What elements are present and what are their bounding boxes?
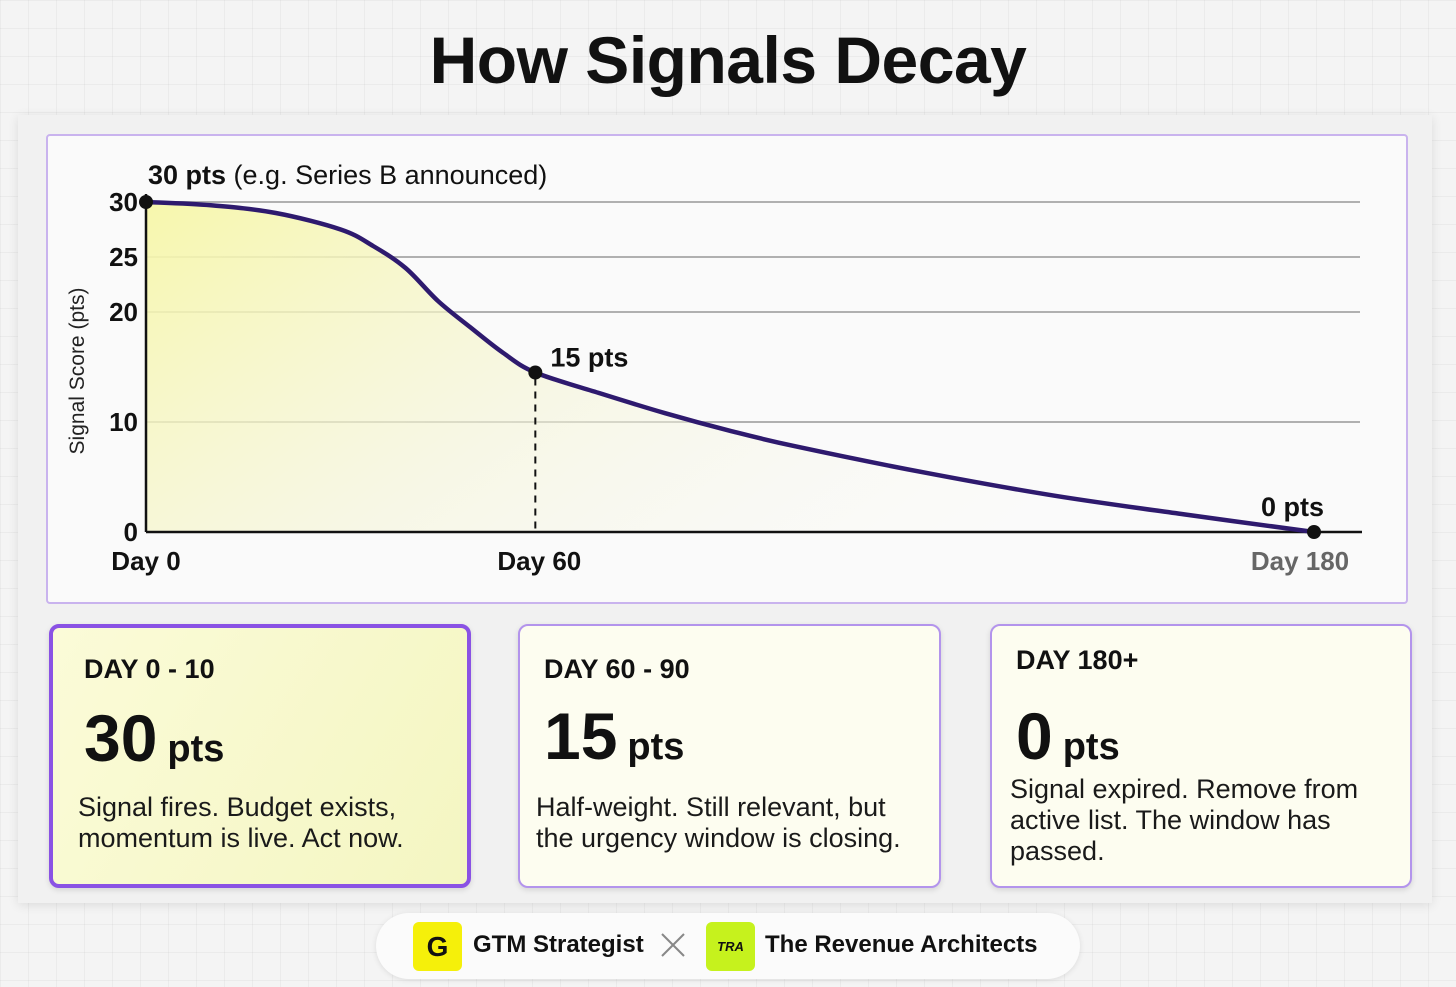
brand-revenue-architects: The Revenue Architects xyxy=(765,931,1038,958)
card-description-line: active list. The window has xyxy=(1010,805,1331,835)
decay-line xyxy=(143,199,1317,535)
brand-gtm-strategist: GTM Strategist xyxy=(473,931,644,958)
card-day-0-10: DAY 0 - 10 30 pts Signal fires. Budget ex… xyxy=(49,624,471,888)
card-score-unit: pts xyxy=(627,726,685,768)
revenue-architects-logo: TRA xyxy=(706,922,755,971)
card-description-line: momentum is live. Act now. xyxy=(78,823,404,853)
gtm-logo-mark: G xyxy=(426,930,449,962)
card-score: 0 pts xyxy=(1016,698,1120,774)
card-description: Half-weight. Still relevant, but the urg… xyxy=(536,792,901,854)
chart-panel: 0 10 20 25 30 Day 0 Day 60 Day 180 Signal Score … xyxy=(46,134,1408,604)
card-description-line: the urgency window is closing. xyxy=(536,823,901,853)
card-description-line: Signal fires. Budget exists, xyxy=(78,792,397,822)
card-range: DAY 0 - 10 xyxy=(84,654,215,684)
data-point xyxy=(1307,525,1321,539)
y-tick-label: 10 xyxy=(109,407,138,437)
footer-brand-bar: G GTM Strategist TRA The Revenue Archite… xyxy=(376,913,1080,979)
x-tick-label: Day 60 xyxy=(497,546,581,576)
data-label: 15 pts xyxy=(550,343,628,373)
card-description: Signal fires. Budget exists, momentum is… xyxy=(78,792,404,854)
data-label-value: 15 pts xyxy=(550,343,628,373)
card-description-line: Half-weight. Still relevant, but xyxy=(536,792,886,822)
card-score-unit: pts xyxy=(1062,726,1120,768)
card-range: DAY 60 - 90 xyxy=(544,654,690,684)
data-label: 30 pts (e.g. Series B announced) xyxy=(148,160,547,190)
card-description-line: Signal expired. Remove from xyxy=(1010,774,1359,804)
gtm-strategist-logo: G xyxy=(413,922,462,971)
y-tick-label: 30 xyxy=(109,187,138,217)
card-score-unit: pts xyxy=(167,728,225,770)
y-axis-label: Signal Score (pts) xyxy=(66,288,89,455)
card-score: 15 pts xyxy=(544,698,684,774)
data-label: 0 pts xyxy=(1261,492,1324,522)
card-score-value: 30 xyxy=(84,701,158,775)
card-day-180-plus: DAY 180+ 0 pts Signal expired. Remove fro… xyxy=(990,624,1412,888)
card-description: Signal expired. Remove from active list.… xyxy=(1010,774,1358,867)
data-label-value: 30 pts xyxy=(148,160,226,190)
card-range: DAY 180+ xyxy=(1016,645,1139,675)
y-tick-label: 0 xyxy=(124,517,138,547)
y-tick-label: 20 xyxy=(109,297,138,327)
x-tick-label: Day 180 xyxy=(1251,546,1349,576)
decay-area xyxy=(146,202,1314,532)
card-score-value: 0 xyxy=(1016,699,1053,773)
data-point xyxy=(528,365,543,380)
page-title: How Signals Decay xyxy=(429,23,1027,97)
data-label-value: 0 pts xyxy=(1261,492,1324,522)
x-tick-label: Day 0 xyxy=(111,546,180,576)
card-score-value: 15 xyxy=(544,699,618,773)
card-description-line: passed. xyxy=(1010,836,1105,866)
tra-logo-mark: TRA xyxy=(717,939,744,954)
y-tick-label: 25 xyxy=(109,242,138,272)
data-label-note: (e.g. Series B announced) xyxy=(226,160,547,190)
decay-chart: 0 10 20 25 30 Day 0 Day 60 Day 180 Signal Score … xyxy=(66,160,1362,576)
cross-icon xyxy=(661,933,685,957)
card-score: 30 pts xyxy=(84,700,224,776)
data-point xyxy=(139,195,153,209)
card-day-60-90: DAY 60 - 90 15 pts Half-weight. Still rel… xyxy=(518,624,941,888)
